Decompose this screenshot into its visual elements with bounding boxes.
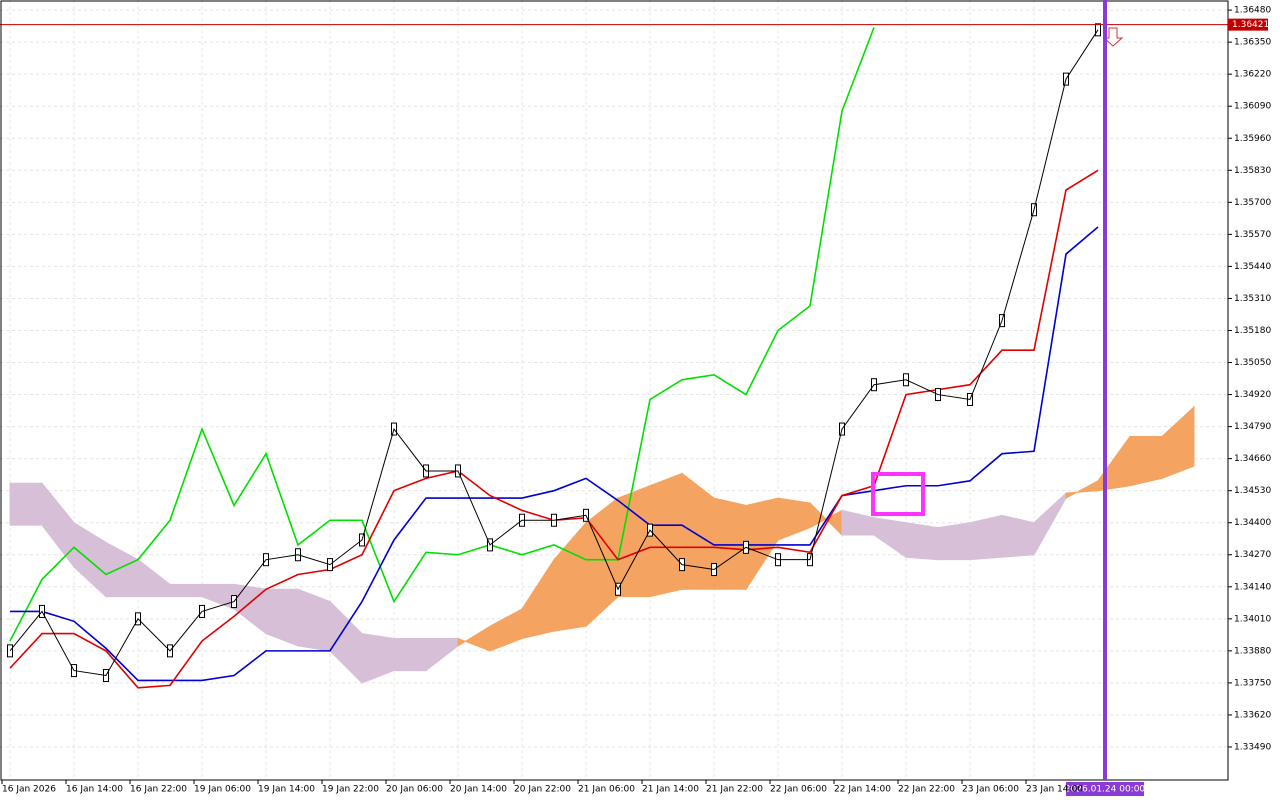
cloud — [905, 522, 939, 561]
cloud — [9, 482, 43, 526]
price-label: 1.36421 — [1232, 20, 1269, 30]
plot-border — [0, 0, 1229, 781]
y-tick-label: 1.34530 — [1234, 486, 1271, 496]
x-tick-label: 20 Jan 06:00 — [386, 785, 443, 795]
x-tick-label: 21 Jan 14:00 — [642, 785, 699, 795]
y-tick-label: 1.35050 — [1234, 358, 1271, 368]
y-tick-label: 1.35830 — [1234, 166, 1271, 176]
y-tick-label: 1.33620 — [1234, 710, 1271, 720]
x-tick-label: 21 Jan 06:00 — [578, 785, 635, 795]
y-tick-label: 1.33880 — [1234, 646, 1271, 656]
axes: 1.33490 1.33620 1.33750 1.33880 1.34010 1.341… — [1, 6, 1271, 795]
y-tick-label: 1.34140 — [1234, 582, 1271, 592]
close-line — [9, 29, 1099, 677]
cloud — [1129, 435, 1163, 487]
plot — [0, 23, 1228, 689]
cloud — [937, 522, 971, 561]
cursor-label-box — [1066, 782, 1144, 796]
cloud — [1001, 514, 1035, 558]
cloud — [1161, 405, 1195, 480]
y-tick-label: 1.36350 — [1234, 38, 1271, 48]
cloud — [713, 497, 747, 590]
x-tick-label: 16 Jan 14:00 — [66, 785, 123, 795]
y-tick-label: 1.34920 — [1234, 390, 1271, 400]
x-tick-label: 21 Jan 22:00 — [706, 785, 763, 795]
x-tick-label: 19 Jan 22:00 — [322, 785, 379, 795]
x-tick-label: 16 Jan 22:00 — [130, 785, 187, 795]
cloud — [969, 514, 1003, 561]
kijun-line — [10, 226, 1099, 682]
x-tick-label: 22 Jan 22:00 — [898, 785, 955, 795]
y-tick-label: 1.36090 — [1234, 102, 1271, 112]
y-tick-label: 1.35180 — [1234, 326, 1271, 336]
y-tick-label: 1.33490 — [1234, 742, 1271, 752]
y-tick-label: 1.35570 — [1234, 230, 1271, 240]
x-tick-label: 19 Jan 06:00 — [194, 785, 251, 795]
x-tick-label: 23 Jan 06:00 — [962, 785, 1019, 795]
price-label-box — [1228, 18, 1268, 31]
y-tick-label: 1.35440 — [1234, 262, 1271, 272]
x-tick-label: 16 Jan 2026 — [2, 785, 56, 795]
cloud — [169, 583, 203, 598]
y-tick-label: 1.36220 — [1234, 70, 1271, 80]
cloud — [393, 638, 427, 672]
chikou-line — [9, 27, 875, 642]
y-tick-label: 1.34270 — [1234, 550, 1271, 560]
x-tick-label: 22 Jan 14:00 — [834, 785, 891, 795]
x-tick-label: 20 Jan 22:00 — [514, 785, 571, 795]
cursor-label: 2026.01.24 00:00 — [1065, 785, 1146, 795]
y-tick-label: 1.34660 — [1234, 454, 1271, 464]
x-tick-label: 20 Jan 14:00 — [450, 785, 507, 795]
highlight-box — [871, 472, 925, 516]
y-tick-label: 1.35700 — [1234, 198, 1271, 208]
x-tick-label: 23 Jan 14:00 — [1026, 785, 1083, 795]
y-tick-label: 1.34010 — [1234, 614, 1271, 624]
y-tick-label: 1.34400 — [1234, 518, 1271, 528]
y-tick-label: 1.35960 — [1234, 134, 1271, 144]
y-tick-label: 1.33750 — [1234, 678, 1271, 688]
x-tick-label: 19 Jan 14:00 — [258, 785, 315, 795]
y-tick-label: 1.35310 — [1234, 294, 1271, 304]
y-tick-label: 1.36480 — [1234, 6, 1271, 16]
sell-arrow — [1102, 27, 1124, 47]
y-tick-label: 1.34790 — [1234, 422, 1271, 432]
x-tick-label: 22 Jan 06:00 — [770, 785, 827, 795]
